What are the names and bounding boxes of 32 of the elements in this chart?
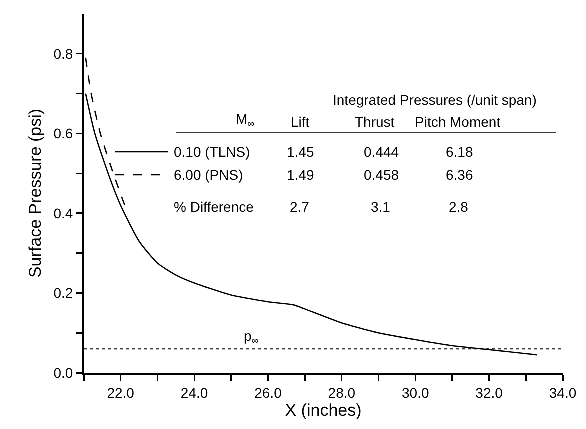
y-tick-label: 0.4 xyxy=(54,205,74,222)
annotation: M$_{∞}$ xyxy=(236,111,255,130)
annotation: 6.18 xyxy=(446,144,474,160)
annotation: 1.49 xyxy=(287,167,314,183)
legend-label: 0.10 (TLNS) xyxy=(174,144,250,160)
x-tick-label: 34.0 xyxy=(549,384,577,401)
annotation: 6.36 xyxy=(446,167,474,183)
annotation: 0.444 xyxy=(364,144,400,160)
annotation: 0.458 xyxy=(364,167,400,183)
x-tick-label: 30.0 xyxy=(402,384,430,401)
ref-line-label: p$_{∞}$ xyxy=(244,328,259,347)
annotation: Integrated Pressures (/unit span) xyxy=(333,92,537,108)
annotation: % Difference xyxy=(174,199,254,215)
y-tick-label: 0.2 xyxy=(54,285,74,302)
legend-label: 6.00 (PNS) xyxy=(174,167,244,183)
y-axis-title: Surface Pressure (psi) xyxy=(26,108,45,278)
annotation: Thrust xyxy=(355,114,395,130)
annotation: Pitch Moment xyxy=(415,114,501,130)
annotation: 2.8 xyxy=(449,199,469,215)
y-tick-label: 0.0 xyxy=(54,364,74,381)
x-tick-label: 26.0 xyxy=(254,384,282,401)
x-axis-title: X (inches) xyxy=(285,400,362,420)
annotation: 3.1 xyxy=(371,199,391,215)
x-tick-label: 24.0 xyxy=(180,384,208,401)
x-tick-label: 32.0 xyxy=(476,384,504,401)
x-tick-label: 28.0 xyxy=(328,384,356,401)
annotation: Lift xyxy=(291,114,310,130)
annotation: 1.45 xyxy=(287,144,314,160)
y-tick-label: 0.6 xyxy=(54,126,74,142)
y-tick-label: 0.8 xyxy=(54,46,74,62)
x-tick-label: 22.0 xyxy=(107,384,135,401)
annotation: 2.7 xyxy=(290,199,310,215)
